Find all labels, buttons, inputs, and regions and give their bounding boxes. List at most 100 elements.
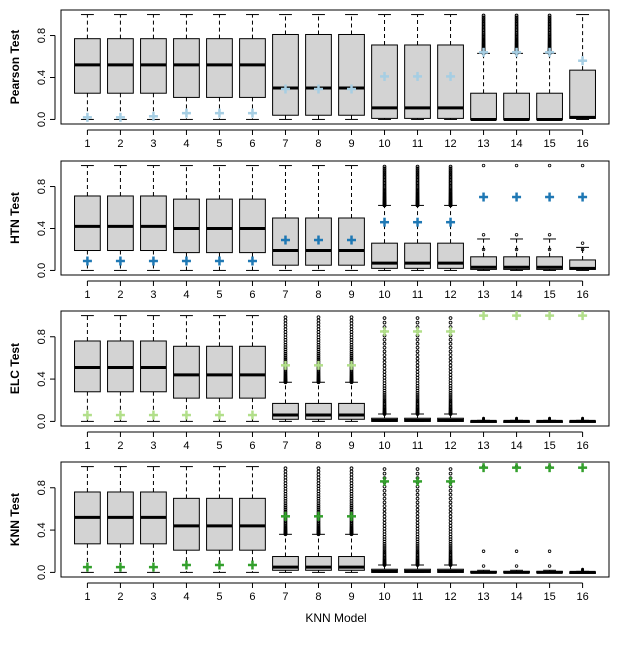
box-16 <box>569 163 596 271</box>
box-15 <box>536 163 563 271</box>
box-16 <box>569 311 596 423</box>
box-12 <box>437 316 464 422</box>
outlier-point <box>448 360 453 365</box>
x-tick-label: 15 <box>543 591 555 603</box>
outlier-point <box>316 505 321 510</box>
box-body <box>173 38 200 98</box>
outlier-point <box>448 521 453 525</box>
box-2 <box>107 165 134 271</box>
x-tick-label: 10 <box>378 440 390 452</box>
outlier-point <box>415 173 420 178</box>
outlier-point <box>448 526 453 531</box>
y-tick-label: 0.0 <box>36 565 48 580</box>
outlier-point <box>415 170 420 174</box>
outlier-point <box>382 166 387 171</box>
outlier-point <box>349 315 354 320</box>
box-8 <box>305 315 332 422</box>
outlier-point <box>382 511 387 516</box>
outlier-point <box>448 391 453 395</box>
test-value-marker <box>479 192 489 202</box>
y-tick-label: 0.4 <box>36 371 48 386</box>
outlier-point <box>448 337 453 342</box>
x-tick-label: 5 <box>216 289 222 301</box>
x-tick-label: 14 <box>510 440 522 452</box>
outlier-point <box>349 324 354 329</box>
test-value-marker <box>82 256 92 266</box>
test-value-marker <box>512 192 522 202</box>
box-10 <box>371 467 398 573</box>
outlier-point <box>382 175 387 179</box>
test-value-marker <box>214 560 224 570</box>
outlier-point <box>448 400 453 405</box>
box-13 <box>470 463 497 574</box>
box-4 <box>173 315 200 422</box>
test-value-marker <box>347 360 357 370</box>
test-value-marker <box>446 326 456 336</box>
test-value-marker <box>578 192 588 202</box>
outlier-point <box>349 499 354 503</box>
test-value-marker <box>578 56 588 66</box>
x-tick-label: 5 <box>216 591 222 603</box>
test-value-marker <box>181 560 191 570</box>
outlier-point <box>415 388 420 393</box>
outlier-point <box>581 416 585 420</box>
outlier-point <box>547 233 552 237</box>
outlier-point <box>415 504 420 508</box>
box-13 <box>470 311 497 423</box>
box-7 <box>272 315 299 422</box>
box-body <box>305 33 332 116</box>
outlier-point <box>415 398 420 403</box>
outlier-point <box>283 345 288 349</box>
outlier-point <box>316 466 321 471</box>
x-tick-label: 9 <box>348 289 354 301</box>
box-14 <box>503 311 530 423</box>
outlier-point <box>283 327 288 332</box>
outlier-point <box>349 353 354 358</box>
y-tick-label: 0.8 <box>36 329 48 344</box>
outlier-point <box>382 467 387 471</box>
outlier-point <box>448 375 453 380</box>
test-value-marker <box>446 71 456 81</box>
outlier-point <box>349 472 354 477</box>
outlier-point <box>382 500 387 505</box>
outlier-point <box>415 341 420 346</box>
outlier-point <box>448 320 453 325</box>
outlier-point <box>448 345 453 350</box>
outlier-point <box>316 503 321 508</box>
outlier-point <box>382 526 387 531</box>
box-body <box>107 195 134 252</box>
outlier-point <box>382 345 387 350</box>
test-value-marker <box>545 192 555 202</box>
box-11 <box>404 467 431 573</box>
outlier-point <box>415 166 420 171</box>
test-value-marker <box>313 84 323 94</box>
x-tick-label: 15 <box>543 138 555 150</box>
outlier-point <box>382 320 387 325</box>
y-tick-label: 0.0 <box>36 112 48 127</box>
outlier-point <box>547 17 552 21</box>
outlier-point <box>415 400 420 405</box>
x-tick-label: 8 <box>315 440 321 452</box>
x-tick-label: 15 <box>543 289 555 301</box>
outlier-point <box>415 397 420 401</box>
outlier-point <box>316 315 321 320</box>
box-body <box>173 497 200 551</box>
x-tick-label: 8 <box>315 289 321 301</box>
box-9 <box>338 466 365 573</box>
box-3 <box>140 165 167 271</box>
box-body <box>140 195 167 252</box>
box-body <box>239 345 266 399</box>
box-1 <box>74 14 101 122</box>
outlier-point <box>547 247 552 252</box>
outlier-point <box>448 166 453 171</box>
test-value-marker <box>247 256 257 266</box>
outlier-point <box>547 15 552 20</box>
x-tick-label: 1 <box>84 440 90 452</box>
outlier-point <box>415 171 420 176</box>
outlier-point <box>382 353 387 357</box>
box-6 <box>239 315 266 422</box>
test-value-marker <box>347 235 357 245</box>
x-tick-label: 3 <box>150 289 156 301</box>
x-tick-label: 8 <box>315 591 321 603</box>
